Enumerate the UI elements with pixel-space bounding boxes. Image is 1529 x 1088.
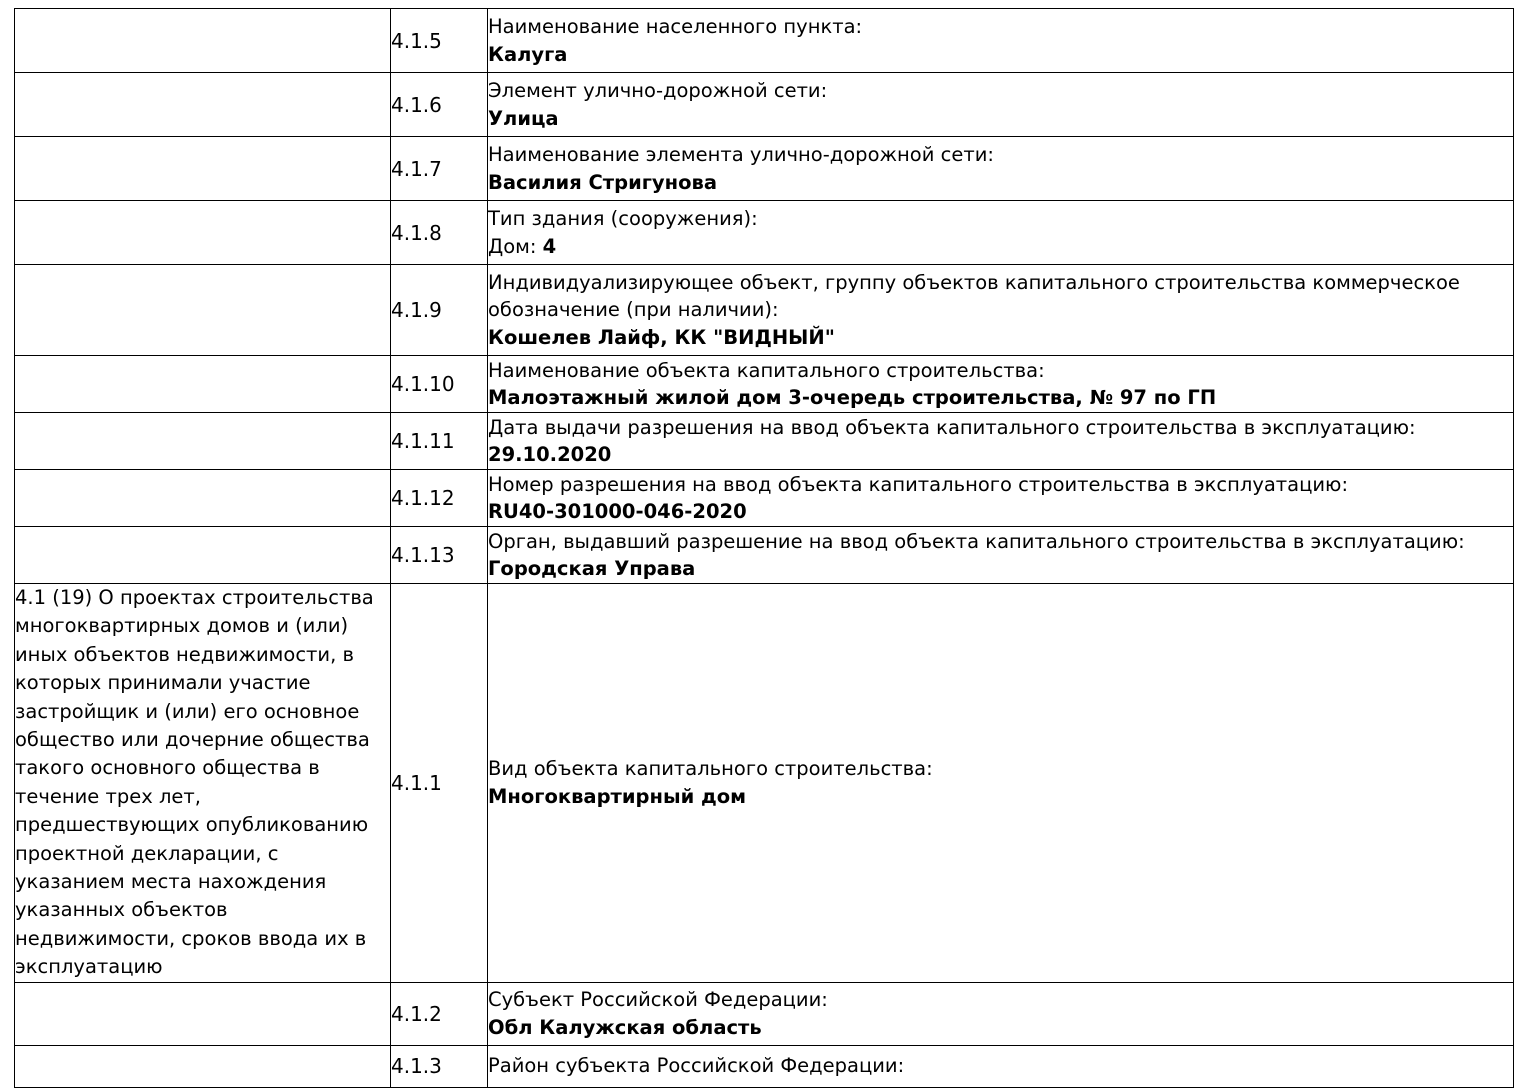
row-description-cell (14, 136, 391, 201)
row-value-cell: Индивидуализирующее объект, группу объек… (487, 264, 1514, 356)
table-row: 4.1.5 Наименование населенного пункта: К… (14, 8, 1514, 73)
table-row: 4.1.13 Орган, выдавший разрешение на вво… (14, 526, 1514, 584)
row-value-cell: Наименование элемента улично-дорожной се… (487, 136, 1514, 201)
table-row: 4.1.6 Элемент улично-дорожной сети: Улиц… (14, 72, 1514, 137)
row-number-cell: 4.1.9 (390, 264, 488, 356)
table-row: 4.1.7 Наименование элемента улично-дорож… (14, 136, 1514, 201)
row-value-cell: Вид объекта капитального строительства: … (487, 583, 1514, 983)
table-row: 4.1.12 Номер разрешения на ввод объекта … (14, 469, 1514, 527)
row-number-cell: 4.1.1 (390, 583, 488, 983)
field-label: Район субъекта Российской Федерации: (488, 1054, 905, 1078)
field-value: 4 (542, 234, 557, 258)
row-number-cell: 4.1.13 (390, 526, 488, 584)
field-value: Улица (488, 106, 559, 130)
row-number-text: 4.1.10 (391, 372, 455, 396)
row-value-cell: Орган, выдавший разрешение на ввод объек… (487, 526, 1514, 584)
row-number-cell: 4.1.7 (390, 136, 488, 201)
row-description-cell (14, 412, 391, 470)
field-label: Субъект Российской Федерации: (488, 988, 828, 1012)
row-number-text: 4.1.2 (391, 1001, 442, 1026)
row-description-cell (14, 469, 391, 527)
row-description-cell (14, 355, 391, 413)
row-number-cell: 4.1.6 (390, 72, 488, 137)
table-row: 4.1.3 Район субъекта Российской Федераци… (14, 1044, 1514, 1088)
row-number-text: 4.1.11 (391, 429, 455, 453)
table-row: 4.1.10 Наименование объекта капитального… (14, 355, 1514, 413)
table-row: 4.1 (19) О проектах строительства многок… (14, 583, 1514, 983)
row-number-text: 4.1.5 (391, 28, 442, 53)
field-label: Номер разрешения на ввод объекта капитал… (488, 472, 1349, 496)
field-value-prefix: Дом: (488, 234, 543, 258)
row-value-cell: Субъект Российской Федерации: Обл Калужс… (487, 981, 1514, 1046)
field-label: Индивидуализирующее объект, группу объек… (488, 270, 1460, 322)
row-description-cell: 4.1 (19) О проектах строительства многок… (14, 583, 391, 983)
row-value-cell: Район субъекта Российской Федерации: (487, 1044, 1514, 1088)
row-description-cell (14, 981, 391, 1046)
row-description-cell (14, 526, 391, 584)
row-number-text: 4.1.3 (391, 1054, 442, 1079)
field-value-line: Дом: 4 (488, 233, 1513, 261)
field-value: Городская Управа (488, 557, 696, 580)
row-value-cell: Номер разрешения на ввод объекта капитал… (487, 469, 1514, 527)
row-value-cell: Элемент улично-дорожной сети: Улица (487, 72, 1514, 137)
row-number-text: 4.1.7 (391, 156, 442, 181)
row-number-text: 4.1.13 (391, 543, 455, 567)
row-number-text: 4.1.8 (391, 220, 442, 245)
field-value: Василия Стригунова (488, 170, 718, 194)
field-value: Многоквартирный дом (488, 784, 747, 808)
field-value: 29.10.2020 (488, 443, 612, 466)
row-value-cell: Дата выдачи разрешения на ввод объекта к… (487, 412, 1514, 470)
field-label: Наименование объекта капитального строит… (488, 358, 1045, 382)
row-number-cell: 4.1.12 (390, 469, 488, 527)
row-description-cell (14, 200, 391, 265)
table-row: 4.1.9 Индивидуализирующее объект, группу… (14, 264, 1514, 356)
row-description-cell (14, 8, 391, 73)
field-label: Наименование элемента улично-дорожной се… (488, 143, 994, 166)
field-label: Элемент улично-дорожной сети: (488, 79, 828, 102)
row-number-text: 4.1.6 (391, 92, 442, 117)
field-value: RU40-301000-046-2020 (488, 500, 747, 523)
field-label: Тип здания (сооружения): (488, 207, 758, 230)
row-number-cell: 4.1.8 (390, 200, 488, 265)
row-description-cell (14, 264, 391, 356)
field-label: Вид объекта капитального строительства: (488, 757, 933, 781)
table-body: 4.1.5 Наименование населенного пункта: К… (14, 8, 1514, 1088)
row-value-cell: Тип здания (сооружения): Дом: 4 (487, 200, 1514, 265)
field-value: Малоэтажный жилой дом 3-очередь строител… (488, 386, 1217, 409)
table-row: 4.1.11 Дата выдачи разрешения на ввод об… (14, 412, 1514, 470)
row-number-cell: 4.1.11 (390, 412, 488, 470)
section-description-text: 4.1 (19) О проектах строительства многок… (15, 586, 374, 979)
row-number-text: 4.1.1 (391, 770, 442, 795)
row-number-cell: 4.1.5 (390, 8, 488, 73)
row-description-cell (14, 1044, 391, 1088)
row-value-cell: Наименование населенного пункта: Калуга (487, 8, 1514, 73)
row-number-text: 4.1.9 (391, 298, 442, 322)
field-label: Орган, выдавший разрешение на ввод объек… (488, 529, 1465, 553)
field-value: Калуга (488, 42, 568, 66)
field-value: Кошелев Лайф, КК "ВИДНЫЙ" (488, 325, 835, 349)
table-row: 4.1.8 Тип здания (сооружения): Дом: 4 (14, 200, 1514, 265)
row-description-cell (14, 72, 391, 137)
field-label: Дата выдачи разрешения на ввод объекта к… (488, 415, 1416, 439)
row-number-text: 4.1.12 (391, 486, 455, 510)
row-number-cell: 4.1.10 (390, 355, 488, 413)
field-value: Обл Калужская область (488, 1015, 762, 1039)
row-value-cell: Наименование объекта капитального строит… (487, 355, 1514, 413)
field-label: Наименование населенного пункта: (488, 15, 863, 38)
table-row: 4.1.2 Субъект Российской Федерации: Обл … (14, 981, 1514, 1046)
row-number-cell: 4.1.3 (390, 1044, 488, 1088)
row-number-cell: 4.1.2 (390, 981, 488, 1046)
project-declaration-table: 4.1.5 Наименование населенного пункта: К… (14, 8, 1514, 1088)
